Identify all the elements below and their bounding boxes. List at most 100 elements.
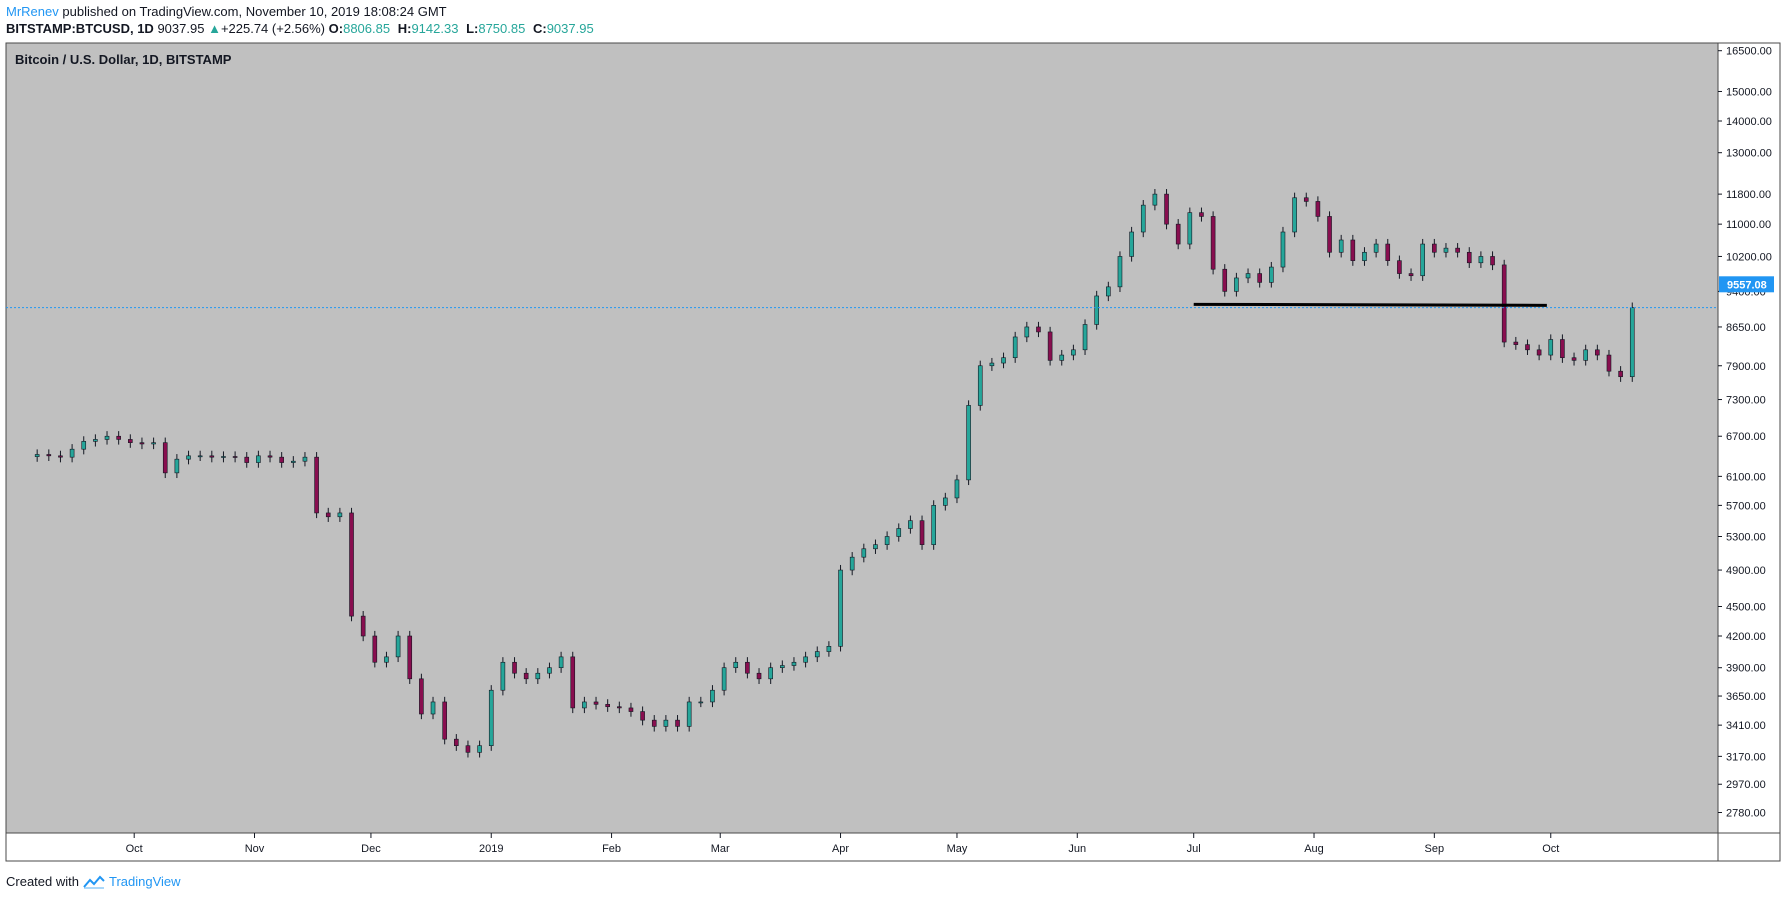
- y-tick-label: 11800.00: [1726, 189, 1771, 201]
- candle-down: [1595, 349, 1600, 356]
- candle-down: [1571, 357, 1577, 361]
- candle-up: [1071, 349, 1076, 356]
- candle-down: [617, 706, 622, 709]
- y-tick-label: 3650.00: [1726, 691, 1766, 703]
- candle-down: [1303, 197, 1309, 202]
- candle-up: [93, 439, 98, 442]
- candle-up: [582, 701, 587, 709]
- candle-up: [535, 672, 541, 680]
- candle-up: [908, 520, 913, 529]
- open-value: 8806.85: [343, 21, 391, 36]
- candle-down: [675, 719, 680, 727]
- candle-down: [128, 439, 133, 443]
- candle-up: [1269, 266, 1274, 283]
- candle-up: [1234, 277, 1239, 292]
- candle-down: [1327, 216, 1332, 253]
- x-tick-label: Dec: [361, 843, 381, 855]
- candle-down: [372, 635, 378, 663]
- candle-down: [1315, 201, 1321, 217]
- y-tick-label: 3410.00: [1726, 720, 1766, 732]
- candle-up: [686, 701, 692, 727]
- tradingview-link[interactable]: TradingView: [108, 874, 181, 889]
- candle-up: [1478, 256, 1484, 264]
- y-tick-label: 4200.00: [1726, 631, 1766, 643]
- candle-up: [1152, 193, 1158, 206]
- y-tick-label: 7900.00: [1726, 361, 1766, 373]
- y-tick-label: 5300.00: [1726, 531, 1766, 543]
- x-tick-label: 2019: [479, 843, 503, 855]
- overlays: 9557.08: [6, 276, 1774, 309]
- candle-up: [943, 497, 948, 506]
- candle-up: [698, 701, 704, 704]
- price-axis[interactable]: 16500.00 15000.00 14000.00 13000.00 11800.00…: [1718, 46, 1772, 820]
- y-tick-label: 3170.00: [1726, 751, 1766, 763]
- candle-down: [745, 661, 750, 674]
- x-tick-label: Oct: [1542, 843, 1559, 855]
- candle-up: [197, 455, 203, 458]
- candle-up: [710, 689, 715, 703]
- symbol-info: BITSTAMP:BTCUSD, 1D 9037.95 ▲+225.74 (+2…: [6, 21, 598, 36]
- x-tick-label: Jul: [1187, 843, 1201, 855]
- candle-down: [919, 520, 925, 545]
- candle-up: [733, 661, 739, 669]
- candle-up: [977, 365, 983, 406]
- candle-down: [1618, 370, 1623, 378]
- x-tick-label: Jun: [1068, 843, 1086, 855]
- support-line[interactable]: [1193, 302, 1547, 307]
- symbol-label: BITSTAMP:BTCUSD, 1D: [6, 21, 154, 36]
- x-tick-label: Mar: [711, 843, 730, 855]
- candle-up: [966, 405, 971, 481]
- candle-up: [104, 435, 110, 440]
- candle-up: [1443, 247, 1449, 253]
- candle-up: [1338, 239, 1344, 253]
- candle-down: [1257, 273, 1262, 283]
- chart-title: Bitcoin / U.S. Dollar, 1D, BITSTAMP: [15, 52, 232, 67]
- candle-down: [465, 745, 471, 753]
- candle-up: [1059, 354, 1065, 361]
- candle-up: [1082, 324, 1088, 351]
- candle-up: [1117, 256, 1123, 288]
- y-tick-label: 5700.00: [1726, 500, 1766, 512]
- candle-up: [1187, 212, 1193, 245]
- candle-up: [1629, 307, 1635, 378]
- candle-up: [488, 689, 494, 746]
- candle-up: [989, 362, 995, 367]
- candle-up: [849, 556, 855, 571]
- candle-up: [861, 548, 867, 558]
- author-link[interactable]: MrRenev: [6, 4, 59, 19]
- y-tick-label: 2780.00: [1726, 808, 1766, 820]
- candle-down: [46, 454, 52, 457]
- candle-up: [1583, 349, 1588, 361]
- candle-up: [1548, 339, 1554, 356]
- candle-down: [1164, 193, 1169, 225]
- time-axis[interactable]: Oct Nov Dec 2019 Feb Mar Apr May Jun Jul Aug Sep Oct: [126, 833, 1560, 855]
- y-tick-label: 13000.00: [1726, 148, 1772, 160]
- candle-down: [1513, 341, 1519, 345]
- candle-down: [1455, 247, 1460, 253]
- candle-up: [1012, 336, 1018, 359]
- candle-down: [1501, 264, 1507, 343]
- candle-up: [1106, 286, 1111, 297]
- candle-up: [69, 448, 75, 458]
- current-price-badge: [1719, 276, 1774, 293]
- candle-up: [430, 701, 436, 715]
- x-tick-label: Feb: [602, 843, 621, 855]
- high-label: H:: [397, 21, 412, 36]
- y-tick-label: 6100.00: [1726, 471, 1766, 483]
- candle-down: [1408, 273, 1414, 277]
- open-label: O:: [328, 21, 344, 36]
- candles: [34, 189, 1635, 758]
- candle-down: [116, 435, 121, 440]
- candle-up: [81, 441, 87, 450]
- candle-down: [267, 455, 273, 458]
- high-value: 9142.33: [411, 21, 459, 36]
- candle-up: [256, 455, 261, 463]
- chart-pane[interactable]: [6, 43, 1718, 833]
- candle-up: [780, 665, 785, 669]
- candle-up: [395, 635, 401, 658]
- candle-up: [931, 505, 936, 545]
- candle-down: [232, 456, 238, 458]
- candle-up: [803, 656, 808, 663]
- candle-down: [628, 707, 634, 712]
